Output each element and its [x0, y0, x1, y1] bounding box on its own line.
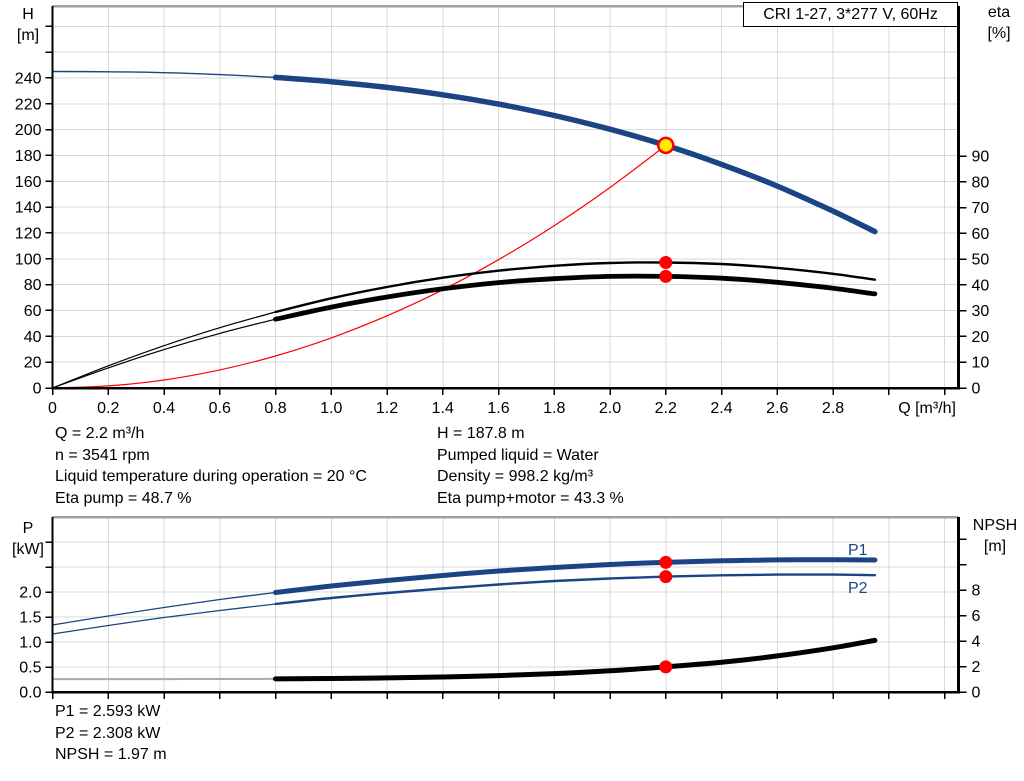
tick-label: 1.0 — [19, 635, 41, 652]
tick-label: 100 — [15, 251, 42, 268]
y-right-axis-label-npsh: NPSH [m] — [972, 517, 1018, 555]
tick-label: 220 — [15, 96, 42, 113]
tick-label: 60 — [24, 303, 42, 320]
tick-label: 0.2 — [97, 400, 119, 417]
tick-label: 140 — [15, 200, 42, 217]
tick-label: 0.0 — [19, 685, 41, 702]
tick-label: 2.6 — [766, 400, 788, 417]
tick-label: 20 — [24, 355, 42, 372]
tick-label: 50 — [972, 252, 990, 269]
duty-info-right: H = 187.8 m Pumped liquid = Water Densit… — [437, 423, 624, 510]
tick-label: 1.2 — [376, 400, 398, 417]
curve-label-p2: P2 — [848, 580, 868, 597]
info-density: Density = 998.2 kg/m³ — [437, 468, 594, 486]
info-p2: P2 = 2.308 kW — [55, 724, 161, 742]
tick-label: 180 — [15, 148, 42, 165]
tick-label: 80 — [24, 277, 42, 294]
tick-label: 0 — [48, 400, 57, 417]
tick-label: 80 — [972, 174, 990, 191]
tick-label: 160 — [15, 174, 42, 191]
tick-label: 0.8 — [264, 400, 286, 417]
tick-label: 0 — [972, 685, 981, 702]
duty-value-marker — [659, 570, 673, 584]
tick-label: 0 — [33, 381, 42, 398]
x-axis-label-q: Q [m³/h] — [898, 400, 956, 417]
info-eta-pump: Eta pump = 48.7 % — [55, 490, 192, 508]
tick-label: 200 — [15, 122, 42, 139]
tick-label: 2.0 — [19, 585, 41, 602]
tick-label: 0 — [972, 381, 981, 398]
tick-label: 2.2 — [655, 400, 677, 417]
duty-value-marker — [659, 660, 673, 674]
duty-point-marker — [657, 136, 675, 155]
info-p1: P1 = 2.593 kW — [55, 703, 161, 720]
power-info-block: P1 = 2.593 kW P2 = 2.308 kW NPSH = 1.97 … — [55, 701, 167, 766]
tick-label: 1.6 — [487, 400, 509, 417]
tick-label: 70 — [972, 200, 990, 217]
info-eta-pump-motor: Eta pump+motor = 43.3 % — [437, 490, 624, 508]
tick-label: 60 — [972, 226, 990, 243]
curve-label-p1: P1 — [848, 542, 868, 559]
tick-label: 2.4 — [710, 400, 732, 417]
info-q: Q = 2.2 m³/h — [55, 425, 145, 442]
info-npsh: NPSH = 1.97 m — [55, 746, 167, 764]
pump-title-box: CRI 1-27, 3*277 V, 60Hz — [743, 2, 958, 27]
duty-info-left: Q = 2.2 m³/h n = 3541 rpm Liquid tempera… — [55, 423, 367, 510]
tick-label: 1.4 — [432, 400, 454, 417]
info-liquid-temp: Liquid temperature during operation = 20… — [55, 468, 367, 486]
tick-label: 0.5 — [19, 660, 41, 677]
tick-label: 2.8 — [822, 400, 844, 417]
tick-label: 30 — [972, 303, 990, 320]
tick-label: 8 — [972, 583, 981, 600]
tick-label: 1.0 — [320, 400, 342, 417]
tick-label: 240 — [15, 70, 42, 87]
duty-value-marker — [659, 255, 673, 269]
tick-label: 20 — [972, 329, 990, 346]
info-n: n = 3541 rpm — [55, 446, 150, 464]
tick-label: 1.5 — [19, 610, 41, 627]
tick-label: 1.8 — [543, 400, 565, 417]
tick-label: 2.0 — [599, 400, 621, 417]
tick-label: 10 — [972, 355, 990, 372]
tick-label: 2 — [972, 659, 981, 676]
tick-label: 90 — [972, 149, 990, 166]
tick-label: 0.4 — [153, 400, 175, 417]
y-right-axis-label-eta: eta [%] — [987, 4, 1011, 42]
info-pumped-liquid: Pumped liquid = Water — [437, 446, 599, 464]
tick-label: 120 — [15, 225, 42, 242]
tick-label: 40 — [972, 277, 990, 294]
tick-label: 4 — [972, 634, 981, 651]
tick-label: 40 — [24, 329, 42, 346]
tick-label: 6 — [972, 608, 981, 625]
y-left-axis-label-h: H [m] — [16, 6, 40, 44]
duty-value-marker — [659, 555, 673, 569]
tick-label: 0.6 — [209, 400, 231, 417]
y-left-axis-label-p: P [kW] — [12, 520, 44, 558]
info-h: H = 187.8 m — [437, 425, 525, 442]
duty-value-marker — [659, 269, 673, 283]
